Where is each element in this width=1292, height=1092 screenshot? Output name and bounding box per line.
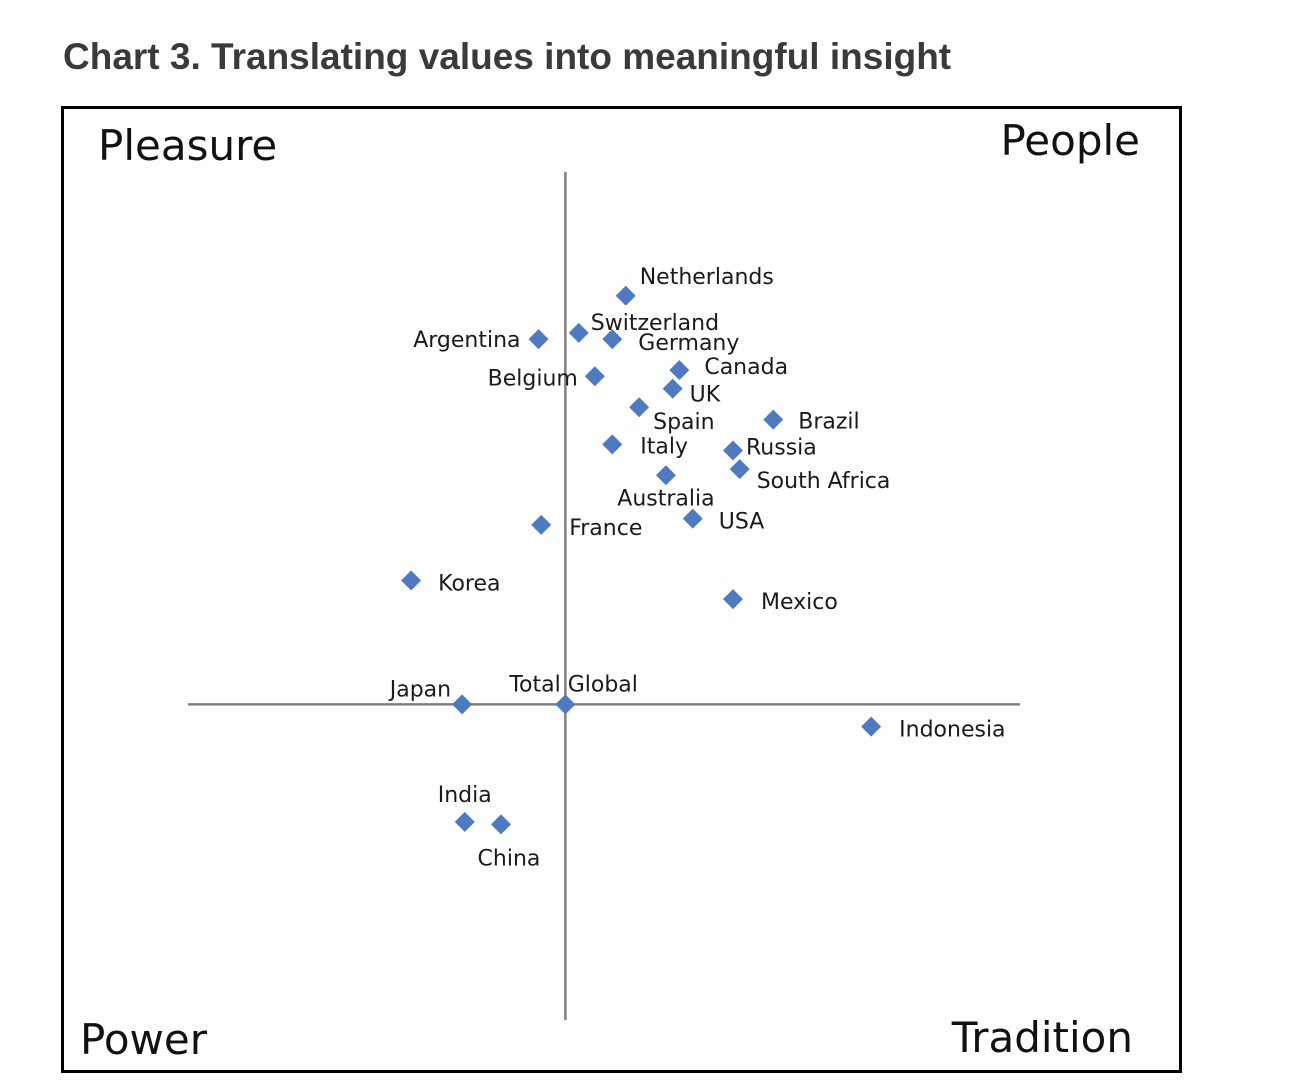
axes bbox=[188, 172, 1020, 1020]
data-label-belgium: Belgium bbox=[488, 366, 578, 391]
chart-frame bbox=[61, 106, 1182, 1073]
data-label-italy: Italy bbox=[640, 434, 688, 459]
chart-title: Chart 3. Translating values into meaning… bbox=[63, 36, 952, 77]
data-label-spain: Spain bbox=[653, 410, 714, 435]
data-label-china: China bbox=[478, 846, 541, 871]
data-label-mexico: Mexico bbox=[761, 590, 838, 615]
quadrant-label-bottom-right: Tradition bbox=[951, 1013, 1133, 1062]
data-point-south-africa bbox=[729, 459, 750, 480]
data-point-switzerland bbox=[568, 322, 589, 343]
data-point-france bbox=[531, 514, 552, 535]
quadrant-label-top-left: Pleasure bbox=[98, 121, 277, 170]
data-label-total-global: Total Global bbox=[508, 672, 638, 697]
data-label-netherlands: Netherlands bbox=[640, 265, 774, 290]
data-point-argentina bbox=[528, 329, 549, 350]
data-point-india bbox=[454, 811, 475, 832]
data-label-germany: Germany bbox=[638, 331, 739, 356]
data-point-usa bbox=[682, 508, 703, 529]
data-point-germany bbox=[602, 329, 623, 350]
data-point-canada bbox=[669, 360, 690, 381]
data-point-spain bbox=[629, 397, 650, 418]
data-label-japan: Japan bbox=[388, 677, 451, 702]
data-label-argentina: Argentina bbox=[413, 328, 520, 353]
data-label-brazil: Brazil bbox=[798, 410, 859, 435]
quadrant-labels: Pleasure People Power Tradition bbox=[80, 116, 1140, 1064]
data-point-netherlands bbox=[615, 285, 636, 306]
data-point-total-global bbox=[555, 694, 576, 715]
data-label-canada: Canada bbox=[704, 355, 788, 380]
data-point-belgium bbox=[584, 366, 605, 387]
data-label-usa: USA bbox=[719, 510, 765, 535]
data-label-france: France bbox=[569, 516, 642, 541]
data-point-italy bbox=[602, 434, 623, 455]
data-point-uk bbox=[662, 378, 683, 399]
data-point-indonesia bbox=[861, 716, 882, 737]
data-label-russia: Russia bbox=[746, 436, 817, 461]
data-label-india: India bbox=[438, 783, 492, 808]
quadrant-label-top-right: People bbox=[1000, 116, 1140, 165]
data-label-korea: Korea bbox=[438, 572, 500, 597]
data-point-japan bbox=[452, 694, 473, 715]
data-labels: Netherlands Switzerland Argentina GermanyCa… bbox=[388, 265, 1006, 872]
data-label-australia: Australia bbox=[617, 486, 714, 511]
data-point-china bbox=[490, 814, 511, 835]
data-points bbox=[401, 285, 882, 835]
data-label-uk: UK bbox=[690, 383, 721, 408]
data-point-russia bbox=[723, 440, 743, 461]
data-point-australia bbox=[655, 465, 676, 486]
data-label-indonesia: Indonesia bbox=[899, 718, 1005, 743]
quadrant-label-bottom-left: Power bbox=[80, 1015, 208, 1064]
data-point-korea bbox=[401, 570, 422, 591]
data-point-brazil bbox=[763, 409, 784, 430]
data-point-mexico bbox=[723, 589, 743, 610]
data-label-south-africa: South Africa bbox=[757, 469, 891, 494]
data-label-switzerland: Switzerland bbox=[591, 311, 719, 336]
